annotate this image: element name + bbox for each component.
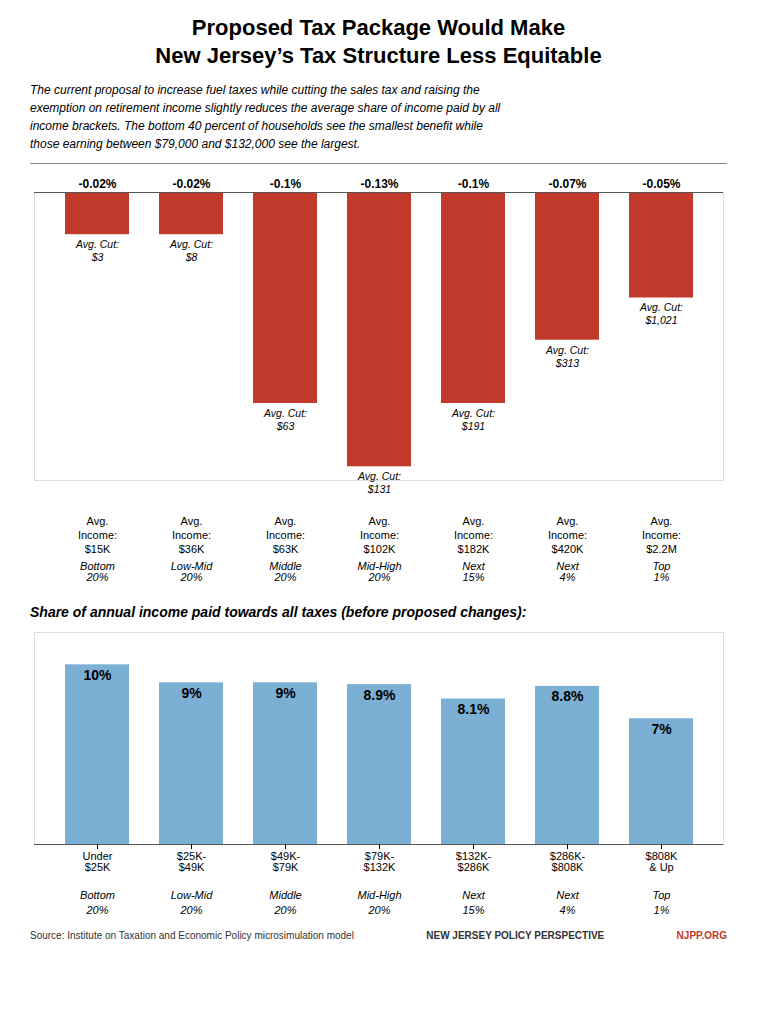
svg-text:Bottom20%: Bottom20% — [80, 560, 115, 583]
svg-text:$79K-$132K: $79K-$132K — [364, 850, 396, 873]
html-text:Source: Institute on Taxation: Source: Institute on Taxation and Econom… — [30, 930, 354, 941]
svg-text:$132K-$286K: $132K-$286K — [456, 850, 492, 873]
svg-text:Next15%: Next15% — [462, 560, 486, 583]
svg-text:Avg.Income:$63K: Avg.Income:$63K — [266, 515, 305, 556]
svg-text:Under$25K: Under$25K — [83, 850, 113, 873]
svg-text:-0.1%: -0.1% — [270, 177, 302, 191]
svg-text:8.9%: 8.9% — [364, 687, 396, 703]
svg-text:$808K& Up: $808K& Up — [646, 850, 678, 873]
svg-text:9%: 9% — [275, 685, 296, 701]
svg-text:Next4%: Next4% — [556, 560, 580, 583]
svg-text:8.8%: 8.8% — [552, 688, 584, 704]
svg-text:-0.02%: -0.02% — [172, 177, 210, 191]
svg-text:Top1%: Top1% — [653, 889, 671, 916]
svg-text:Middle20%: Middle20% — [269, 560, 301, 583]
svg-text:Mid-High20%: Mid-High20% — [357, 560, 401, 583]
svg-text:-0.1%: -0.1% — [458, 177, 490, 191]
svg-text:Low-Mid20%: Low-Mid20% — [171, 560, 213, 583]
svg-text:Avg.Income:$36K: Avg.Income:$36K — [172, 515, 211, 556]
svg-text:$25K-$49K: $25K-$49K — [177, 850, 207, 873]
svg-text:8.1%: 8.1% — [458, 701, 490, 717]
svg-text:Avg.Income:$420K: Avg.Income:$420K — [548, 515, 587, 556]
svg-text:Avg. Cut:$1,021: Avg. Cut:$1,021 — [639, 301, 683, 326]
svg-text:10%: 10% — [83, 667, 112, 683]
svg-text:Bottom20%: Bottom20% — [80, 889, 115, 916]
svg-text:Avg. Cut:$63: Avg. Cut:$63 — [263, 407, 307, 432]
svg-text:Low-Mid20%: Low-Mid20% — [171, 889, 213, 916]
svg-text:-0.13%: -0.13% — [360, 177, 398, 191]
svg-text:Top1%: Top1% — [653, 560, 671, 583]
svg-text:Avg.Income:$2.2M: Avg.Income:$2.2M — [642, 515, 681, 556]
html-text:NEW JERSEY POLICY PERSPECTIVE: NEW JERSEY POLICY PERSPECTIVE — [426, 930, 605, 941]
html-text:Share of annual income paid to: Share of annual income paid towards all … — [30, 604, 527, 620]
svg-text:Avg. Cut:$3: Avg. Cut:$3 — [75, 238, 119, 263]
svg-text:-0.07%: -0.07% — [548, 177, 586, 191]
svg-text:$286K-$808K: $286K-$808K — [550, 850, 586, 873]
svg-text:Avg. Cut:$8: Avg. Cut:$8 — [169, 238, 213, 263]
svg-text:Avg. Cut:$313: Avg. Cut:$313 — [545, 344, 589, 369]
svg-text:Next4%: Next4% — [556, 889, 580, 916]
svg-text:Mid-High20%: Mid-High20% — [357, 889, 401, 916]
svg-text:Avg. Cut:$191: Avg. Cut:$191 — [451, 407, 495, 432]
svg-text:-0.02%: -0.02% — [78, 177, 116, 191]
svg-text:-0.05%: -0.05% — [642, 177, 680, 191]
svg-text:Middle20%: Middle20% — [269, 889, 301, 916]
svg-text:Avg.Income:$182K: Avg.Income:$182K — [454, 515, 493, 556]
html-text:NJPP.ORG: NJPP.ORG — [676, 930, 727, 941]
svg-text:9%: 9% — [181, 685, 202, 701]
svg-text:Avg. Cut:$131: Avg. Cut:$131 — [357, 470, 401, 495]
svg-text:Next15%: Next15% — [462, 889, 486, 916]
svg-text:$49K-$79K: $49K-$79K — [271, 850, 301, 873]
svg-text:Avg.Income:$102K: Avg.Income:$102K — [360, 515, 399, 556]
html-text:The current proposal to increa: The current proposal to increase fuel ta… — [30, 83, 501, 151]
svg-text:Avg.Income:$15K: Avg.Income:$15K — [78, 515, 117, 556]
html-text:Proposed Tax Package Would Mak: Proposed Tax Package Would Make New Jers… — [155, 15, 602, 68]
svg-text:7%: 7% — [651, 721, 672, 737]
